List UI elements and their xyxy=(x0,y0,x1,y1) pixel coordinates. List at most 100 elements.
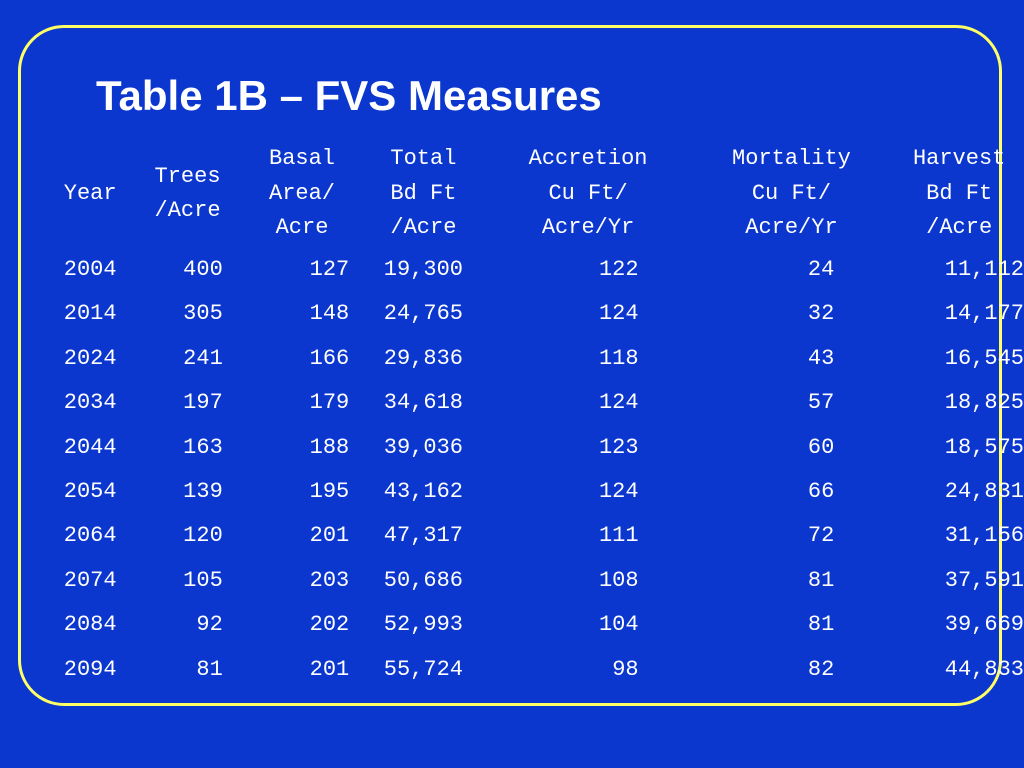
cell-year: 2054 xyxy=(63,479,117,505)
cell-basal-area: 203 xyxy=(309,567,350,593)
cell-harvest: 16,545 xyxy=(944,345,1024,371)
cell-total-bd-ft: 24,765 xyxy=(383,301,463,327)
cell-mortality: 81 xyxy=(807,567,835,593)
cell-total-bd-ft: 47,317 xyxy=(383,523,463,549)
cell-basal-area: 127 xyxy=(309,257,350,282)
cell-year: 2014 xyxy=(63,301,117,327)
cell-basal-area: 179 xyxy=(309,390,350,416)
cell-mortality: 32 xyxy=(807,301,835,327)
cell-trees-per-acre: 163 xyxy=(183,434,223,460)
header-line: Bd Ft xyxy=(390,180,457,206)
cell-year: 2074 xyxy=(63,567,117,593)
cell-total-bd-ft: 43,162 xyxy=(383,479,463,505)
table-row: 2074 105 203 50,686 108 81 37,591 xyxy=(50,559,1024,603)
column-header-harvest: Harvest Bd Ft /Acre xyxy=(894,140,1024,248)
cell-basal-area: 148 xyxy=(309,301,350,327)
cell-total-bd-ft: 29,836 xyxy=(383,345,463,371)
cell-mortality: 82 xyxy=(807,656,835,682)
cell-accretion: 118 xyxy=(598,345,639,371)
cell-total-bd-ft: 19,300 xyxy=(383,257,463,282)
cell-trees-per-acre: 400 xyxy=(183,257,223,282)
cell-mortality: 57 xyxy=(807,390,835,416)
cell-accretion: 124 xyxy=(598,479,639,505)
cell-accretion: 111 xyxy=(598,523,639,549)
cell-total-bd-ft: 50,686 xyxy=(383,567,463,593)
header-line: Acre/Yr xyxy=(745,215,838,241)
cell-trees-per-acre: 139 xyxy=(183,479,223,505)
cell-mortality: 24 xyxy=(807,257,835,282)
cell-mortality: 60 xyxy=(807,434,835,460)
table-row: 2044 163 188 39,036 123 60 18,575 xyxy=(50,426,1024,470)
cell-basal-area: 201 xyxy=(309,656,350,682)
cell-accretion: 124 xyxy=(598,301,639,327)
cell-mortality: 72 xyxy=(807,523,835,549)
cell-year: 2084 xyxy=(63,612,117,638)
cell-trees-per-acre: 105 xyxy=(183,567,223,593)
header-line: Area/ xyxy=(269,180,336,206)
cell-basal-area: 188 xyxy=(309,434,350,460)
header-line: Trees xyxy=(154,163,221,189)
cell-year: 2034 xyxy=(63,390,117,416)
slide-title: Table 1B – FVS Measures xyxy=(96,72,602,119)
header-line: /Acre xyxy=(154,198,221,223)
cell-harvest: 11,112 xyxy=(944,257,1024,282)
cell-total-bd-ft: 34,618 xyxy=(383,390,463,416)
cell-trees-per-acre: 92 xyxy=(196,612,223,638)
table-body: 2004 400 127 19,300 122 24 11,112 2014 305 148 24,… xyxy=(50,248,1024,692)
cell-accretion: 104 xyxy=(598,612,639,638)
cell-year: 2044 xyxy=(63,434,117,460)
table-row: 2054 139 195 43,162 124 66 24,831 xyxy=(50,470,1024,514)
cell-year: 2064 xyxy=(63,523,117,549)
cell-accretion: 108 xyxy=(598,567,639,593)
cell-trees-per-acre: 305 xyxy=(183,301,223,327)
table-row: 2084 92 202 52,993 104 81 39,669 xyxy=(50,603,1024,647)
cell-harvest: 18,825 xyxy=(944,390,1024,416)
table-row: 2004 400 127 19,300 122 24 11,112 xyxy=(50,248,1024,292)
cell-year: 2094 xyxy=(63,656,117,682)
header-line: Mortality xyxy=(732,146,851,172)
cell-mortality: 66 xyxy=(807,479,835,505)
cell-accretion: 122 xyxy=(598,257,639,282)
header-line: Bd Ft xyxy=(926,180,993,206)
table-row: 2024 241 166 29,836 118 43 16,545 xyxy=(50,337,1024,381)
cell-basal-area: 201 xyxy=(309,523,350,549)
cell-harvest: 37,591 xyxy=(944,567,1024,593)
cell-total-bd-ft: 55,724 xyxy=(383,656,463,682)
cell-accretion: 123 xyxy=(598,434,639,460)
column-header-year: Year xyxy=(50,140,130,248)
header-line: Acre xyxy=(275,215,329,241)
cell-accretion: 98 xyxy=(612,656,639,682)
table-header-row: Year Trees /Acre Basal Area/ Acre Total … xyxy=(50,140,1024,248)
cell-total-bd-ft: 39,036 xyxy=(383,434,463,460)
cell-basal-area: 202 xyxy=(309,612,350,638)
header-line: Acre/Yr xyxy=(541,215,635,241)
header-line: Cu Ft/ xyxy=(548,180,628,206)
header-line: Year xyxy=(63,180,117,206)
column-header-mortality: Mortality Cu Ft/ Acre/Yr xyxy=(689,140,895,248)
table-row: 2094 81 201 55,724 98 82 44,833 xyxy=(50,648,1024,692)
table-row: 2064 120 201 47,317 111 72 31,156 xyxy=(50,514,1024,558)
cell-mortality: 81 xyxy=(807,612,835,638)
column-header-accretion: Accretion Cu Ft/ Acre/Yr xyxy=(488,140,689,248)
cell-trees-per-acre: 120 xyxy=(183,523,223,549)
header-line: Total xyxy=(390,146,457,172)
cell-year: 2024 xyxy=(63,345,117,371)
table-row: 2034 197 179 34,618 124 57 18,825 xyxy=(50,381,1024,425)
header-line: Basal xyxy=(269,146,336,172)
header-line: Harvest xyxy=(912,146,1006,172)
cell-total-bd-ft: 52,993 xyxy=(383,612,463,638)
cell-mortality: 43 xyxy=(807,345,835,371)
cell-harvest: 39,669 xyxy=(944,612,1024,638)
header-line: Accretion xyxy=(528,146,648,172)
column-header-trees-per-acre: Trees /Acre xyxy=(130,140,244,248)
cell-harvest: 31,156 xyxy=(944,523,1024,549)
slide-frame xyxy=(18,25,1002,706)
header-line: /Acre xyxy=(926,215,993,241)
cell-trees-per-acre: 81 xyxy=(196,656,223,682)
table-row: 2014 305 148 24,765 124 32 14,177 xyxy=(50,292,1024,336)
header-line: /Acre xyxy=(390,215,457,241)
fvs-measures-table: Year Trees /Acre Basal Area/ Acre Total … xyxy=(50,140,1024,692)
cell-basal-area: 166 xyxy=(309,345,350,371)
cell-harvest: 14,177 xyxy=(944,301,1024,327)
